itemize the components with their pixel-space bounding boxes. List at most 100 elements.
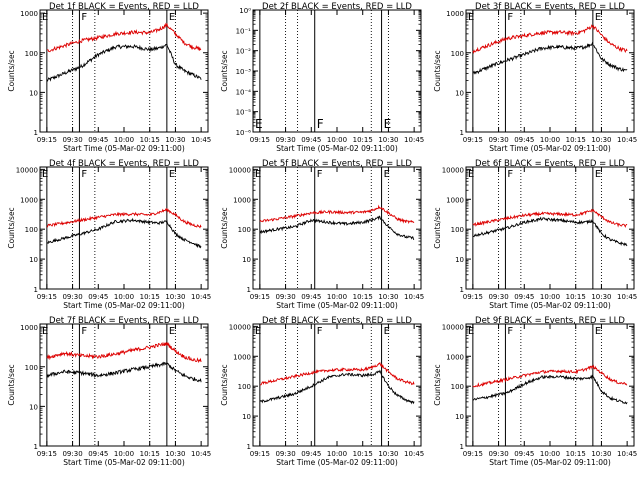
y-tick-label: 1000 — [233, 353, 251, 361]
x-tick-label: 10:00 — [540, 293, 560, 301]
y-tick-label: 1000 — [446, 10, 464, 18]
y-tick-label: 1000 — [20, 196, 38, 204]
interval-label: E — [169, 12, 175, 23]
plot-frame — [252, 323, 422, 447]
series-events-line — [46, 217, 202, 249]
x-tick-label: 10:30 — [591, 136, 611, 144]
series-events-line — [472, 216, 628, 247]
x-tick-label: 10:15 — [353, 293, 373, 301]
interval-label: F — [317, 326, 323, 337]
x-tick-label: 10:45 — [404, 293, 424, 301]
x-tick-label: 09:45 — [301, 293, 321, 301]
series-events-line — [472, 374, 628, 405]
x-tick-label: 10:15 — [566, 450, 586, 458]
x-tick-label: 09:30 — [62, 450, 82, 458]
x-tick-label: 09:45 — [88, 293, 108, 301]
y-tick-label: 1 — [460, 286, 464, 294]
series-lld-line — [46, 22, 202, 53]
x-tick-label: 10:15 — [566, 293, 586, 301]
y-tick-label: 1 — [460, 129, 464, 137]
y-axis-label: Counts/sec — [220, 50, 229, 91]
y-tick-label: 1 — [34, 129, 38, 137]
plot-frame — [39, 166, 209, 290]
x-tick-label: 09:15 — [463, 293, 483, 301]
y-tick-label: 1000 — [20, 324, 38, 332]
plot-frame — [465, 323, 635, 447]
y-tick-label: 10⁻¹ — [236, 27, 252, 35]
y-tick-label: 10⁻⁵ — [236, 109, 252, 117]
x-axis-label: Start Time (05-Mar-02 09:11:00) — [276, 458, 398, 467]
x-tick-label: 09:30 — [62, 136, 82, 144]
panel-det-2f: Det 2f BLACK = Events, RED = LLD 10⁻⁶ 10⁻⁵… — [220, 2, 424, 153]
interval-label: E — [42, 169, 48, 180]
x-tick-label: 09:15 — [37, 293, 57, 301]
y-tick-label: 10⁻³ — [236, 68, 252, 76]
x-tick-label: 09:45 — [514, 293, 534, 301]
x-axis-label: Start Time (05-Mar-02 09:11:00) — [276, 301, 398, 310]
x-tick-label: 10:45 — [617, 450, 637, 458]
x-tick-label: 09:30 — [488, 293, 508, 301]
panel-det-7f: Det 7f BLACK = Events, RED = LLD 1 10 100 10… — [7, 316, 211, 467]
y-tick-label: 10000 — [442, 323, 464, 331]
interval-label: F — [81, 326, 87, 337]
x-tick-label: 10:15 — [353, 136, 373, 144]
y-tick-label: 10000 — [16, 166, 38, 174]
interval-label: E — [169, 169, 175, 180]
panel-title: Det 1f BLACK = Events, RED = LLD — [49, 2, 199, 12]
x-tick-label: 10:15 — [140, 136, 160, 144]
y-tick-label: 100 — [238, 226, 251, 234]
y-axis-label: Counts/sec — [433, 207, 442, 248]
x-tick-label: 09:45 — [514, 450, 534, 458]
series-events-line — [472, 41, 628, 75]
plot-frame — [252, 9, 422, 133]
x-axis-label: Start Time (05-Mar-02 09:11:00) — [63, 144, 185, 153]
y-tick-label: 100 — [25, 364, 38, 372]
x-tick-label: 09:30 — [275, 136, 295, 144]
y-tick-label: 1 — [34, 286, 38, 294]
x-tick-label: 09:15 — [250, 136, 270, 144]
x-tick-label: 10:00 — [540, 450, 560, 458]
x-tick-label: 09:15 — [463, 136, 483, 144]
x-tick-label: 10:45 — [617, 293, 637, 301]
plot-frame — [252, 166, 422, 290]
x-tick-label: 10:30 — [378, 136, 398, 144]
y-tick-label: 10000 — [442, 166, 464, 174]
series-events-line — [259, 215, 415, 240]
x-tick-label: 10:30 — [165, 136, 185, 144]
panel-det-8f: Det 8f BLACK = Events, RED = LLD 1 10 100 10… — [220, 316, 424, 467]
interval-label: F — [317, 117, 324, 131]
x-tick-label: 09:45 — [514, 136, 534, 144]
interval-label: F — [507, 169, 513, 180]
y-tick-label: 100 — [25, 50, 38, 58]
series-lld-line — [46, 208, 202, 229]
interval-label: F — [317, 169, 323, 180]
x-axis-label: Start Time (05-Mar-02 09:11:00) — [489, 458, 611, 467]
y-tick-label: 100 — [451, 226, 464, 234]
y-tick-label: 10⁰ — [239, 7, 251, 15]
x-tick-label: 10:30 — [378, 293, 398, 301]
panel-title: Det 4f BLACK = Events, RED = LLD — [49, 159, 199, 169]
panel-title: Det 3f BLACK = Events, RED = LLD — [475, 2, 625, 12]
interval-label: F — [81, 169, 87, 180]
x-tick-label: 10:45 — [191, 293, 211, 301]
x-tick-label: 10:45 — [617, 136, 637, 144]
x-tick-label: 09:15 — [37, 136, 57, 144]
interval-label: E — [255, 169, 261, 180]
y-tick-label: 100 — [238, 383, 251, 391]
interval-label: E — [42, 12, 48, 23]
interval-label: E — [384, 169, 390, 180]
interval-label: F — [81, 12, 87, 23]
interval-label: E — [384, 326, 390, 337]
x-tick-label: 09:45 — [88, 136, 108, 144]
x-tick-label: 10:30 — [591, 293, 611, 301]
x-axis-label: Start Time (05-Mar-02 09:11:00) — [63, 458, 185, 467]
x-tick-label: 09:30 — [275, 293, 295, 301]
plot-frame — [465, 166, 635, 290]
x-tick-label: 10:30 — [165, 450, 185, 458]
y-tick-label: 10 — [29, 89, 38, 97]
series-lld-line — [46, 341, 202, 364]
y-tick-label: 10 — [29, 256, 38, 264]
panel-title: Det 5f BLACK = Events, RED = LLD — [262, 159, 412, 169]
x-tick-label: 09:30 — [488, 450, 508, 458]
x-tick-label: 09:15 — [250, 293, 270, 301]
